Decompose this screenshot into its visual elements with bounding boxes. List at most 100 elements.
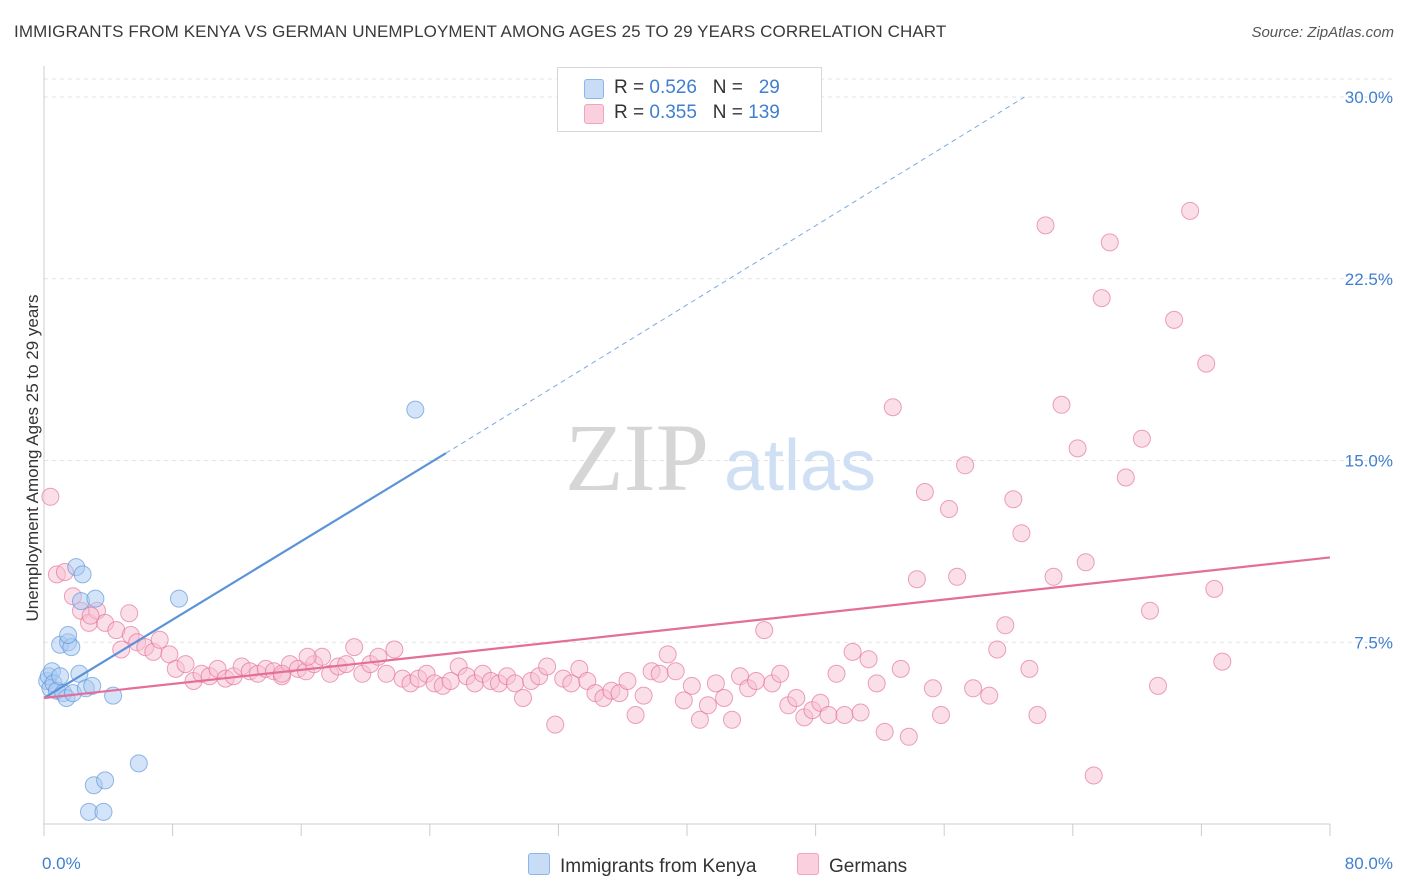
trend-extension-kenya xyxy=(445,96,1025,454)
data-point-germans xyxy=(1028,706,1047,724)
data-point-germans xyxy=(1165,310,1184,329)
data-point-germans xyxy=(1012,524,1031,543)
data-point-germans xyxy=(1213,652,1232,671)
tick-labels: 7.5% 15.0% 22.5% 30.0% 0.0% 80.0% xyxy=(42,88,1393,873)
data-point-germans xyxy=(940,500,958,518)
data-point-germans xyxy=(1068,439,1087,458)
legend-r-value: 0.526 xyxy=(649,77,697,98)
data-point-germans xyxy=(81,606,100,625)
data-point-germans xyxy=(747,672,766,690)
data-point-germans xyxy=(1044,567,1063,586)
data-point-germans xyxy=(538,657,557,676)
data-point-germans xyxy=(1181,201,1200,220)
legend-n-label: N = xyxy=(712,77,749,98)
trend-line-kenya xyxy=(43,452,447,699)
data-point-germans xyxy=(546,715,565,734)
data-point-germans xyxy=(658,645,677,664)
bottom-legend-label-germans: Germans xyxy=(829,856,908,877)
legend-r-label: R = xyxy=(614,77,650,98)
data-point-germans xyxy=(827,664,846,683)
data-point-germans xyxy=(618,672,637,690)
data-point-kenya xyxy=(51,667,70,686)
legend-r-label: R = xyxy=(614,102,650,123)
data-point-germans xyxy=(690,710,709,729)
data-point-germans xyxy=(345,638,364,657)
data-point-kenya xyxy=(86,589,105,608)
data-point-germans xyxy=(176,655,195,674)
data-point-kenya xyxy=(73,565,92,584)
data-point-germans xyxy=(1116,468,1135,487)
series-germans xyxy=(41,201,1232,785)
legend-swatch-germans xyxy=(584,104,604,124)
bottom-legend-label-kenya: Immigrants from Kenya xyxy=(560,856,757,877)
data-point-kenya xyxy=(96,771,115,790)
data-point-germans xyxy=(787,689,806,707)
data-point-germans xyxy=(723,710,741,729)
legend-r-value: 0.355 xyxy=(649,102,697,123)
data-point-germans xyxy=(120,604,139,623)
data-point-germans xyxy=(819,706,838,724)
data-point-germans xyxy=(634,686,653,705)
data-point-germans xyxy=(1052,395,1071,414)
data-point-germans xyxy=(1197,354,1216,373)
data-point-kenya xyxy=(129,754,148,773)
legend-n-value: 139 xyxy=(748,102,780,123)
data-point-germans xyxy=(674,691,693,710)
data-point-germans xyxy=(377,664,396,683)
data-point-germans xyxy=(682,676,701,695)
data-point-kenya xyxy=(59,626,78,644)
data-point-germans xyxy=(948,567,967,586)
data-point-germans xyxy=(385,640,404,659)
data-point-germans xyxy=(698,696,717,715)
bottom-legend-kenya: Immigrants from Kenya xyxy=(528,853,756,878)
data-point-germans xyxy=(150,630,169,649)
data-point-germans xyxy=(1076,553,1095,572)
legend-n-value: 29 xyxy=(758,77,780,98)
data-point-germans xyxy=(1092,289,1111,308)
data-point-germans xyxy=(883,398,902,417)
data-point-germans xyxy=(867,674,886,693)
data-point-germans xyxy=(41,487,60,506)
data-point-germans xyxy=(980,686,999,705)
data-point-germans xyxy=(298,647,317,666)
data-point-germans xyxy=(514,689,532,707)
data-point-germans xyxy=(956,456,975,475)
data-point-kenya xyxy=(406,400,425,419)
y-tick-label: 22.5% xyxy=(1345,270,1393,289)
data-point-germans xyxy=(755,621,774,640)
data-point-germans xyxy=(875,722,894,741)
legend-swatch-kenya xyxy=(584,79,604,99)
data-point-germans xyxy=(715,689,733,707)
data-point-germans xyxy=(915,483,934,501)
bottom-legend-swatch-kenya xyxy=(528,853,550,875)
correlation-legend: R = 0.526 N = 29 R = 0.355 N = 139 xyxy=(557,67,822,132)
data-point-germans xyxy=(626,706,645,724)
x-tick-label: 80.0% xyxy=(1345,854,1393,873)
y-tick-label: 7.5% xyxy=(1354,633,1393,652)
data-point-germans xyxy=(843,642,862,661)
bottom-legend-swatch-germans xyxy=(797,853,819,875)
data-point-germans xyxy=(1205,579,1224,598)
trend-lines xyxy=(43,96,1331,700)
data-point-germans xyxy=(666,662,685,681)
grid-lines xyxy=(44,78,1392,643)
data-point-germans xyxy=(1004,490,1023,509)
data-point-germans xyxy=(899,727,918,746)
chart-title: IMMIGRANTS FROM KENYA VS GERMAN UNEMPLOY… xyxy=(14,22,947,41)
y-tick-label: 15.0% xyxy=(1345,452,1393,471)
data-point-germans xyxy=(988,640,1007,659)
watermark-zip: ZIP xyxy=(565,404,709,511)
data-point-germans xyxy=(272,664,291,683)
data-point-kenya xyxy=(94,802,113,821)
data-point-germans xyxy=(1100,233,1119,252)
trend-line-germans xyxy=(43,556,1331,700)
data-point-germans xyxy=(996,616,1015,635)
data-point-germans xyxy=(907,570,926,589)
legend-n-label: N = xyxy=(712,102,749,123)
data-point-germans xyxy=(1036,216,1055,235)
data-point-germans xyxy=(1020,659,1039,678)
data-point-germans xyxy=(835,706,854,724)
data-point-germans xyxy=(706,674,725,693)
data-point-germans xyxy=(923,679,942,698)
